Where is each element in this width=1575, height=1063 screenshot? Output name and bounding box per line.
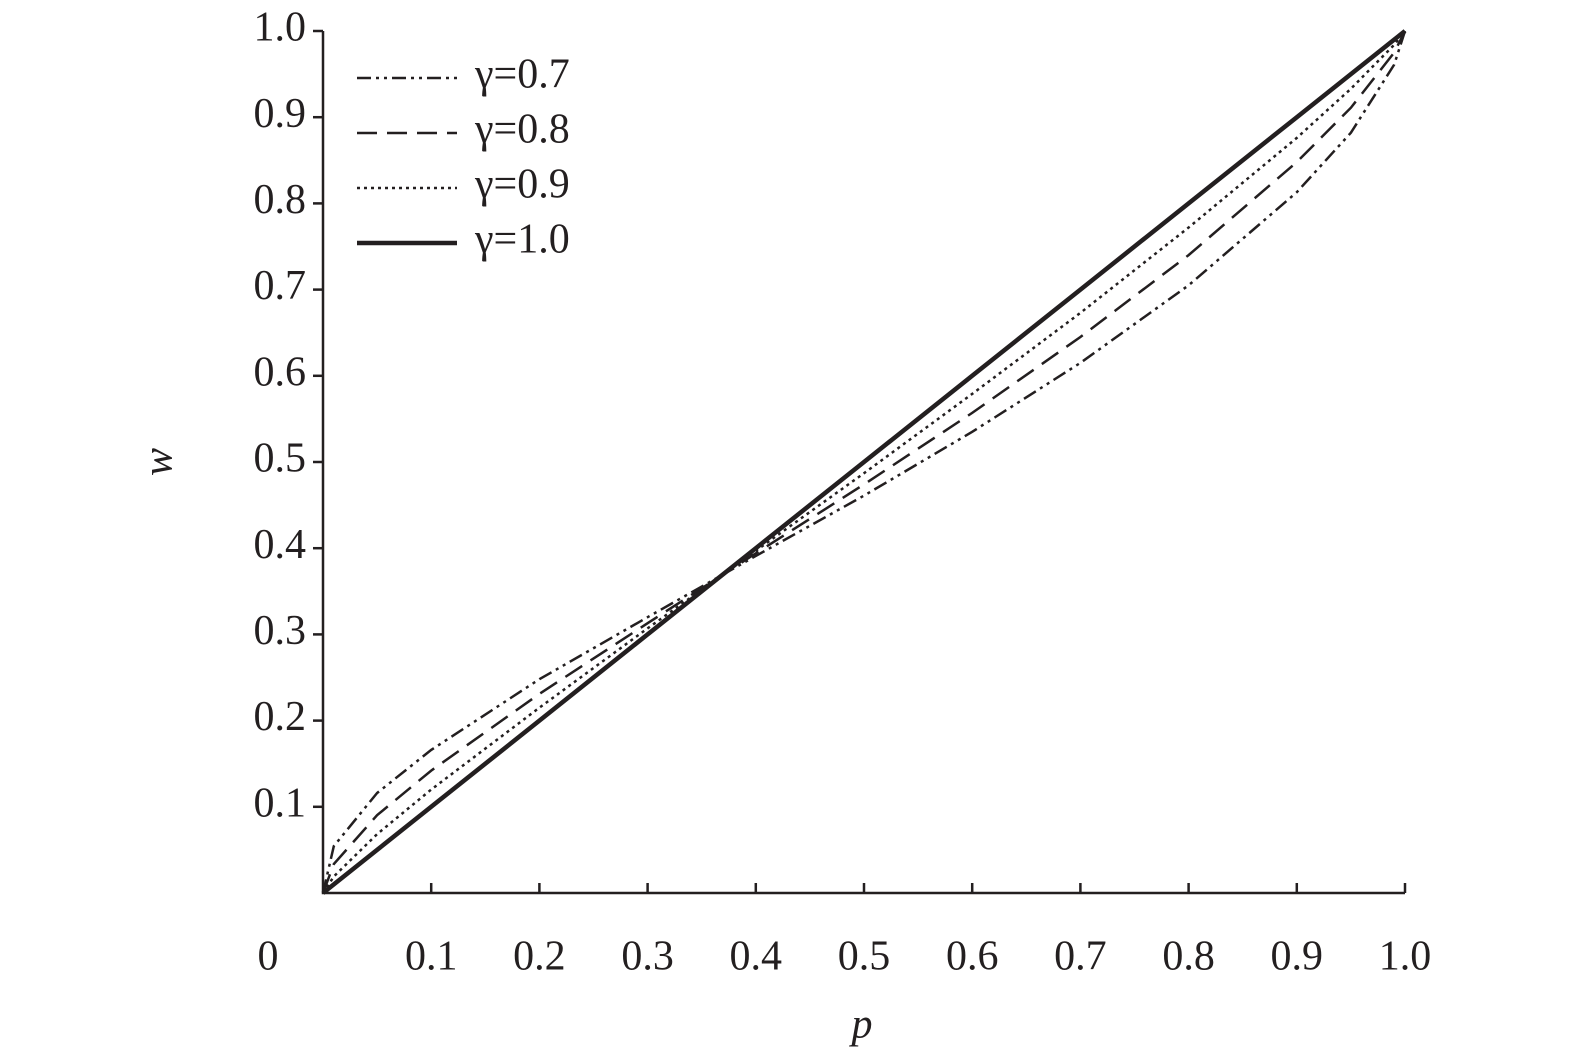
x-tick-label: 0.4 (730, 934, 783, 980)
series-line (321, 30, 1407, 894)
y-tick-label: 0.3 (254, 608, 307, 654)
y-tick-label: 0.8 (254, 177, 307, 223)
x-tick-label: 0.6 (946, 934, 999, 980)
x-tick-label: 0.7 (1054, 934, 1107, 980)
y-tick-label: 0.5 (254, 436, 307, 482)
x-tick-label: 0.5 (838, 934, 891, 980)
x-tick-label: 1.0 (1379, 934, 1432, 980)
x-axis-label: p (849, 1002, 873, 1048)
y-axis-label: w (136, 448, 182, 476)
x-tick-label: 0.3 (621, 934, 674, 980)
y-tick-label: 0.2 (254, 694, 307, 740)
y-tick-label: 0.1 (254, 780, 307, 826)
y-tick-label: 0.4 (254, 522, 307, 568)
series-line (321, 30, 1406, 894)
y-tick-label: 0.9 (254, 91, 307, 137)
y-tick-label: 1.0 (254, 5, 307, 51)
series-line (321, 29, 1407, 895)
x-tick-label: 0.2 (513, 934, 566, 980)
origin-label: 0 (258, 934, 279, 980)
y-tick-label: 0.7 (254, 263, 307, 309)
legend-label: γ=0.7 (474, 52, 570, 98)
legend-label: γ=1.0 (474, 217, 570, 263)
x-tick-label: 0.9 (1271, 934, 1324, 980)
x-tick-label: 0.1 (405, 934, 458, 980)
legend-label: γ=0.9 (474, 162, 570, 208)
x-tick-label: 0.8 (1162, 934, 1215, 980)
y-tick-label: 0.6 (254, 349, 307, 395)
legend-label: γ=0.8 (474, 107, 570, 153)
series-line (321, 30, 1407, 894)
